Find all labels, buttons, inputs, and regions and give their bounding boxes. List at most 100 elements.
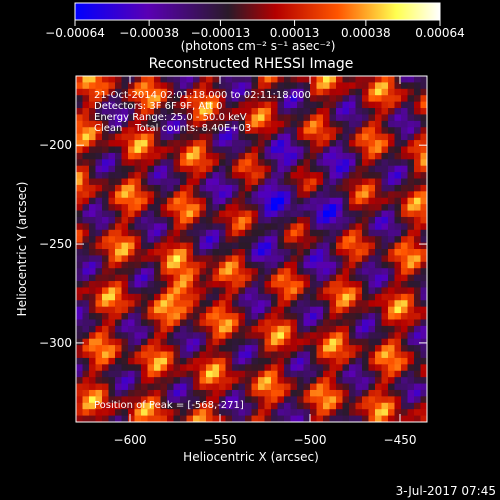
heatmap-cell xyxy=(258,165,265,173)
heatmap-cell xyxy=(115,402,122,410)
heatmap-cell xyxy=(115,370,122,378)
heatmap-cell xyxy=(134,88,142,96)
heatmap-cell xyxy=(381,191,389,199)
heatmap-cell xyxy=(297,396,304,404)
heatmap-cell xyxy=(271,332,278,340)
heatmap-cell xyxy=(147,204,155,211)
heatmap-cell xyxy=(251,76,259,83)
heatmap-cell xyxy=(271,210,278,218)
heatmap-cell xyxy=(414,255,421,263)
heatmap-cell xyxy=(342,216,350,224)
heatmap-cell xyxy=(264,146,272,154)
heatmap-cell xyxy=(173,76,181,83)
x-tick-label: −550 xyxy=(204,433,237,447)
heatmap-cell xyxy=(297,184,304,192)
heatmap-cell xyxy=(186,88,194,96)
heatmap-cell xyxy=(303,300,311,308)
heatmap-cell xyxy=(303,402,311,410)
heatmap-cell xyxy=(173,95,181,103)
heatmap-cell xyxy=(342,165,350,173)
heatmap-cell xyxy=(375,389,382,397)
heatmap-cell xyxy=(212,101,220,109)
heatmap-cell xyxy=(401,178,408,186)
heatmap-cell xyxy=(401,172,408,179)
heatmap-cell xyxy=(206,95,213,103)
heatmap-cell xyxy=(388,293,395,301)
heatmap-cell xyxy=(95,409,103,416)
heatmap-cell xyxy=(336,178,343,186)
heatmap-cell xyxy=(95,178,103,186)
heatmap-cell xyxy=(394,101,402,109)
heatmap-cell xyxy=(310,210,317,218)
heatmap-cell xyxy=(193,313,200,320)
heatmap-cell xyxy=(121,332,129,340)
heatmap-cell xyxy=(180,165,187,173)
heatmap-cell xyxy=(329,268,337,276)
heatmap-cell xyxy=(388,140,395,147)
heatmap-cell xyxy=(95,319,103,327)
heatmap-cell xyxy=(388,300,395,308)
heatmap-cell xyxy=(388,191,395,199)
heatmap-cell xyxy=(368,178,376,186)
heatmap-cell xyxy=(206,120,213,128)
heatmap-cell xyxy=(173,313,181,320)
heatmap-cell xyxy=(271,261,278,269)
heatmap-cell xyxy=(394,204,402,211)
heatmap-cell xyxy=(128,351,135,359)
heatmap-cell xyxy=(102,76,109,83)
heatmap-cell xyxy=(407,229,415,237)
heatmap-cell xyxy=(180,101,187,109)
heatmap-cell xyxy=(141,114,148,122)
heatmap-cell xyxy=(407,159,415,167)
heatmap-cell xyxy=(128,409,135,416)
heatmap-cell xyxy=(167,229,174,237)
heatmap-cell xyxy=(219,120,226,128)
heatmap-cell xyxy=(128,293,135,301)
heatmap-cell xyxy=(160,306,168,314)
heatmap-cell xyxy=(206,204,213,211)
heatmap-cell xyxy=(258,184,265,192)
heatmap-cell xyxy=(401,313,408,320)
heatmap-cell xyxy=(401,377,408,384)
heatmap-cell xyxy=(199,216,207,224)
heatmap-cell xyxy=(297,415,304,422)
heatmap-cell xyxy=(76,108,83,115)
heatmap-cell xyxy=(180,300,187,308)
heatmap-cell xyxy=(277,261,285,269)
heatmap-cell xyxy=(186,184,194,192)
heatmap-cell xyxy=(323,377,330,384)
heatmap-cell xyxy=(108,345,116,352)
heatmap-cell xyxy=(245,300,252,308)
heatmap-cell xyxy=(362,300,369,308)
heatmap-cell xyxy=(336,300,343,308)
heatmap-cell xyxy=(141,415,148,422)
heatmap-cell xyxy=(121,140,129,147)
heatmap-cell xyxy=(336,76,343,83)
heatmap-cell xyxy=(303,370,311,378)
heatmap-cell xyxy=(238,345,246,352)
heatmap-cell xyxy=(102,236,109,243)
heatmap-cell xyxy=(173,127,181,135)
heatmap-cell xyxy=(173,345,181,352)
heatmap-cell xyxy=(310,396,317,404)
heatmap-cell xyxy=(401,249,408,256)
heatmap-cell xyxy=(212,152,220,160)
heatmap-cell xyxy=(414,281,421,288)
heatmap-cell xyxy=(89,172,96,179)
heatmap-cell xyxy=(336,415,343,422)
heatmap-cell xyxy=(277,146,285,154)
heatmap-cell xyxy=(349,242,356,250)
heatmap-cell xyxy=(329,357,337,365)
heatmap-cell xyxy=(121,204,129,211)
heatmap-cell xyxy=(310,313,317,320)
heatmap-cell xyxy=(336,351,343,359)
heatmap-cell xyxy=(271,268,278,276)
heatmap-cell xyxy=(336,159,343,167)
heatmap-cell xyxy=(82,338,90,346)
heatmap-cell xyxy=(108,101,116,109)
heatmap-cell xyxy=(329,204,337,211)
heatmap-cell xyxy=(115,338,122,346)
heatmap-cell xyxy=(388,261,395,269)
heatmap-cell xyxy=(290,409,298,416)
heatmap-cell xyxy=(310,409,317,416)
